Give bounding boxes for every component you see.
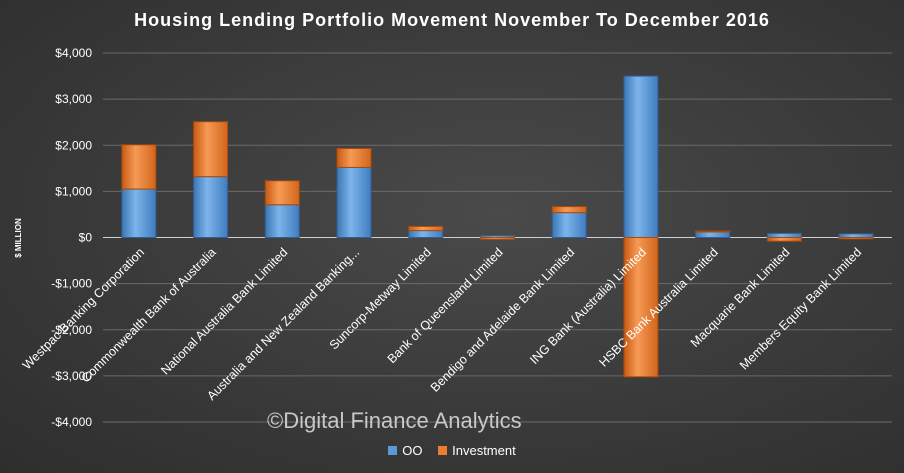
legend-label-investment: Investment — [452, 443, 516, 458]
bar-oo — [766, 232, 802, 239]
y-tick-label: -$3,000 — [51, 369, 92, 383]
bar-investment — [193, 121, 229, 178]
y-tick-label: $3,000 — [55, 92, 92, 106]
bar-investment — [695, 230, 731, 233]
legend: OO Investment — [0, 443, 904, 458]
bar-investment — [623, 237, 659, 378]
bar-oo — [623, 75, 659, 238]
y-tick-label: -$4,000 — [51, 415, 92, 429]
x-tick-label: National Australia Bank Limited — [158, 245, 290, 377]
bar-oo — [121, 188, 157, 239]
bar-oo — [193, 176, 229, 239]
bar-investment — [480, 237, 515, 240]
bar-oo — [264, 204, 300, 238]
y-tick-label: $0 — [79, 231, 93, 245]
bar-investment — [551, 206, 587, 214]
bar-oo — [408, 230, 444, 239]
x-tick-label: HSBC Bank Australia Limited — [596, 245, 720, 369]
x-tick-label: Bank of Queensland Limited — [385, 245, 506, 366]
y-tick-label: -$2,000 — [51, 323, 92, 337]
bar-oo — [838, 233, 874, 238]
y-tick-label: -$1,000 — [51, 277, 92, 291]
y-tick-label: $4,000 — [55, 46, 92, 60]
bar-investment — [766, 237, 802, 242]
x-tick-label: Australia and New Zealand Banking... — [204, 245, 362, 403]
y-axis-title: $ MILLION — [14, 218, 23, 258]
bar-oo — [551, 212, 587, 238]
bar-investment — [408, 225, 444, 232]
legend-label-oo: OO — [402, 443, 423, 458]
x-tick-label: Members Equity Bank Limited — [737, 245, 864, 372]
legend-swatch-oo — [388, 446, 398, 455]
chart-title: Housing Lending Portfolio Movement Novem… — [134, 10, 770, 30]
y-tick-label: $1,000 — [55, 184, 92, 198]
legend-item-investment: Investment — [438, 443, 516, 458]
bar-oo — [695, 231, 731, 238]
bar-investment — [121, 144, 157, 190]
bar-investment — [838, 237, 874, 240]
bar-investment — [336, 147, 372, 168]
legend-swatch-investment — [438, 446, 448, 455]
legend-item-oo: OO — [388, 443, 423, 458]
x-tick-label: Westpac Banking Corporation — [20, 245, 147, 372]
bar-oo — [336, 166, 372, 238]
bar-investment — [264, 180, 300, 206]
x-tick-label: Commonwealth Bank of Australia — [79, 245, 219, 385]
x-tick-label: Bendigo and Adelaide Bank Limited — [428, 245, 577, 394]
y-tick-label: $2,000 — [55, 138, 92, 152]
watermark: ©Digital Finance Analytics — [267, 408, 522, 433]
